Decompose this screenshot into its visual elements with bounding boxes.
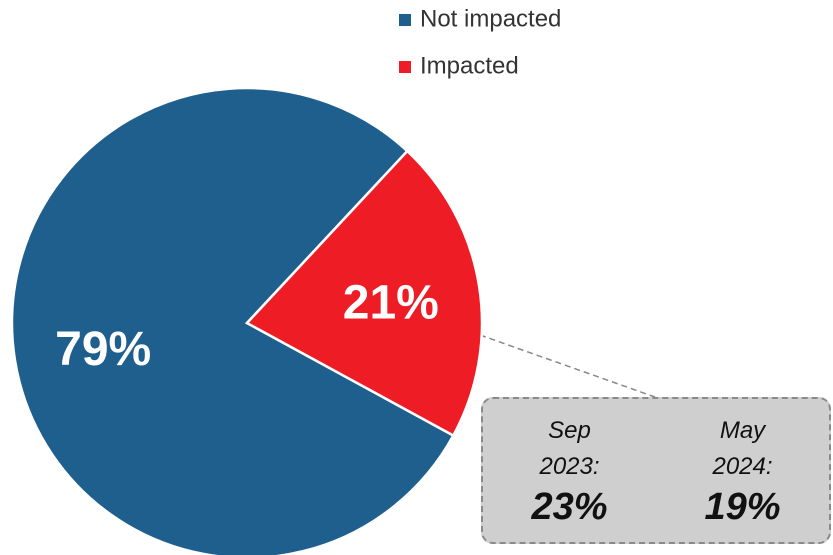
pie-slice <box>10 86 456 555</box>
legend-swatch <box>399 61 411 73</box>
callout-value: 23% <box>531 486 608 528</box>
callout-box: Sep 2023: 23% May 2024: 19% <box>481 397 831 544</box>
callout-period: Sep 2023: <box>539 417 600 480</box>
callout-column: May 2024: 19% <box>656 399 829 542</box>
data-label: 79% <box>55 323 151 376</box>
callout-value: 19% <box>704 486 781 528</box>
legend-label: Not impacted <box>420 5 561 32</box>
data-label: 21% <box>343 276 439 329</box>
legend-label: Impacted <box>420 52 519 79</box>
callout-period: May 2024: <box>712 417 773 480</box>
callout-column: Sep 2023: 23% <box>483 399 656 542</box>
legend-swatch <box>399 14 411 26</box>
leader-line <box>479 334 656 398</box>
pie-slice <box>244 149 484 438</box>
